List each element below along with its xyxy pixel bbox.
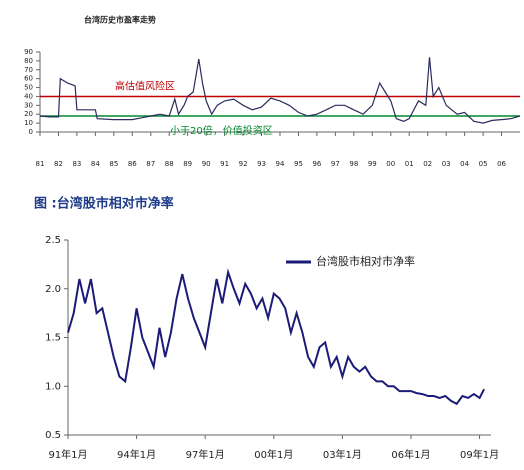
x-tick-label: 86 [128, 160, 137, 168]
x-tick-label: 81 [36, 160, 45, 168]
line [67, 268, 485, 406]
y-tick-label: 0 [29, 128, 33, 136]
x-tick-label: 03 [442, 160, 451, 168]
x-tick-label: 01 [405, 160, 414, 168]
y-tick-label: 90 [24, 48, 33, 56]
x-tick-label: 04 [460, 160, 469, 168]
x-tick-label: 06 [497, 160, 506, 168]
x-tick-label: 82 [54, 160, 63, 168]
x-tick-label: 88 [165, 160, 174, 168]
x-tick-label: 90 [202, 160, 211, 168]
y-tick-label: 40 [24, 92, 33, 100]
x-tick-label: 99 [368, 160, 377, 168]
y-tick-label: 0.5 [45, 430, 61, 441]
reference-label: 小于20倍，价值投资区 [170, 124, 273, 137]
x-tick-label: 00年1月 [254, 448, 293, 461]
reference-label: 高估值风险区 [115, 79, 175, 92]
y-tick-label: 50 [24, 84, 33, 92]
x-tick-label: 94 [276, 160, 285, 168]
line [39, 57, 521, 124]
x-tick-label: 89 [183, 160, 192, 168]
x-tick-label: 09年1月 [460, 448, 499, 461]
x-tick-label: 03年1月 [323, 448, 362, 461]
chart-title: 图 :台湾股市相对市净率 [34, 196, 174, 212]
y-tick-label: 60 [24, 75, 33, 83]
x-tick-label: 00 [386, 160, 395, 168]
x-tick-label: 93 [257, 160, 266, 168]
x-tick-label: 97年1月 [186, 448, 225, 461]
x-tick-label: 87 [146, 160, 155, 168]
y-tick-label: 2.0 [45, 284, 61, 295]
y-tick-label: 2.5 [45, 235, 61, 246]
x-tick-label: 97 [331, 160, 340, 168]
x-tick-label: 95 [294, 160, 303, 168]
x-tick-label: 96 [312, 160, 321, 168]
y-tick-label: 30 [24, 101, 33, 109]
y-tick-label: 10 [24, 119, 33, 127]
x-tick-label: 91 [220, 160, 229, 168]
y-tick-label: 80 [24, 57, 33, 65]
x-tick-label: 83 [72, 160, 81, 168]
x-tick-label: 92 [239, 160, 248, 168]
legend-label: 台湾股市相对市净率 [316, 254, 415, 268]
x-tick-label: 05 [479, 160, 488, 168]
x-tick-label: 02 [423, 160, 432, 168]
y-tick-label: 1.0 [45, 381, 61, 392]
y-tick-label: 70 [24, 66, 33, 74]
x-tick-label: 85 [109, 160, 118, 168]
x-tick-label: 94年1月 [117, 448, 156, 461]
x-tick-label: 98 [349, 160, 358, 168]
x-tick-label: 91年1月 [48, 448, 87, 461]
y-tick-label: 20 [24, 110, 33, 118]
chart-title: 台湾历史市盈率走势 [84, 15, 156, 25]
y-tick-label: 1.5 [45, 333, 61, 344]
x-tick-label: 06年1月 [391, 448, 430, 461]
x-tick-label: 84 [91, 160, 100, 168]
